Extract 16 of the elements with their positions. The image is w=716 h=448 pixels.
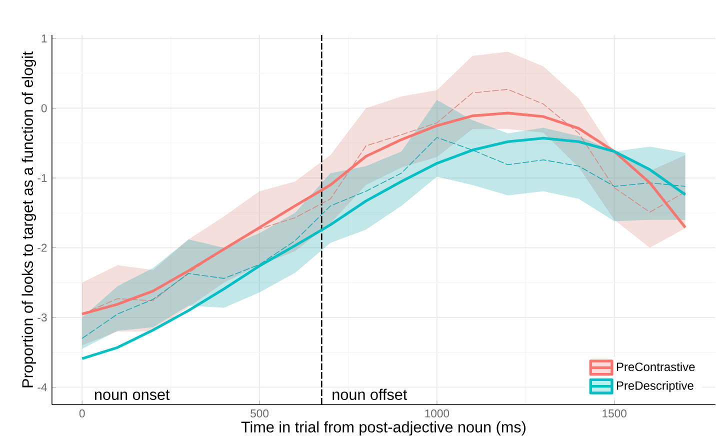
y-tick-label: -3 <box>38 314 47 322</box>
annotation: noun onset <box>95 390 170 400</box>
x-tick-label: 1000 <box>425 410 450 418</box>
annotation: noun offset <box>332 388 408 400</box>
legend-label: PreContrastive <box>616 362 695 372</box>
y-tick-label: -4 <box>38 384 47 392</box>
x-tick-label: 500 <box>250 410 269 418</box>
y-tick-label: -2 <box>38 244 47 252</box>
y-tick-label: 1 <box>42 34 47 43</box>
legend-label: PreDescriptive <box>616 381 694 392</box>
y-tick-label: -1 <box>38 174 47 182</box>
y-axis-title: Proportion of looks to target as a function of elogit <box>22 52 36 388</box>
x-tick-label: 1500 <box>602 410 626 418</box>
x-tick-label: 0 <box>79 410 85 418</box>
x-axis-title: Time in trial from post-adjective noun (ms) <box>241 421 526 436</box>
y-tick-label: 0 <box>41 104 47 112</box>
